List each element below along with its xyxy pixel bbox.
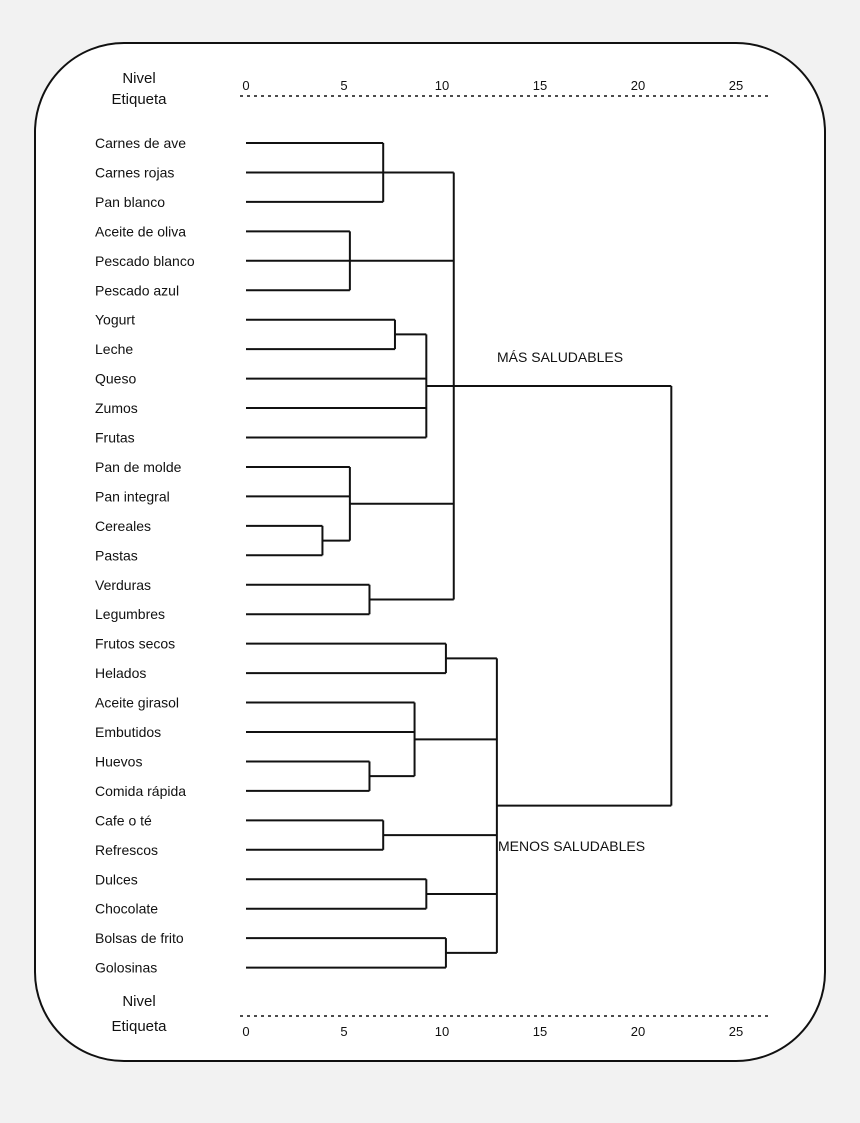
- leaf-label: Legumbres: [95, 606, 165, 622]
- group-label-bottom: MENOS SALUDABLES: [498, 838, 645, 854]
- leaf-label: Pan blanco: [95, 194, 165, 210]
- header-etiqueta-bottom: Etiqueta: [111, 1018, 167, 1035]
- top-tick-label: 5: [340, 78, 347, 93]
- top-axis-ticks: 0 5 10 15 20 25: [242, 78, 743, 93]
- leaf-label: Frutas: [95, 430, 135, 446]
- bottom-tick-label: 0: [242, 1024, 249, 1039]
- leaf-label: Frutos secos: [95, 636, 175, 652]
- leaf-label: Comida rápida: [95, 783, 186, 799]
- leaf-label: Embutidos: [95, 724, 161, 740]
- top-tick-label: 0: [242, 78, 249, 93]
- leaf-label: Queso: [95, 371, 136, 387]
- top-tick-label: 20: [631, 78, 645, 93]
- leaf-label: Verduras: [95, 577, 151, 593]
- header-nivel-top: Nivel: [122, 70, 155, 87]
- leaf-label: Pastas: [95, 547, 138, 563]
- top-tick-label: 25: [729, 78, 743, 93]
- leaf-labels: Carnes de ave Carnes rojas Pan blanco Aceit…: [95, 135, 195, 976]
- leaf-label: Dulces: [95, 871, 138, 887]
- leaf-label: Cafe o té: [95, 812, 152, 828]
- leaf-label: Pan de molde: [95, 459, 182, 475]
- leaf-label: Pescado blanco: [95, 253, 195, 269]
- leaf-label: Pescado azul: [95, 282, 179, 298]
- leaf-label: Bolsas de frito: [95, 930, 184, 946]
- bottom-tick-label: 5: [340, 1024, 347, 1039]
- leaf-label: Huevos: [95, 753, 142, 769]
- leaf-label: Leche: [95, 341, 133, 357]
- leaf-label: Carnes rojas: [95, 164, 174, 180]
- leaf-label: Cereales: [95, 518, 151, 534]
- leaf-label: Aceite de oliva: [95, 223, 186, 239]
- leaf-label: Pan integral: [95, 488, 170, 504]
- header-nivel-bottom: Nivel: [122, 993, 155, 1010]
- group-label-top: MÁS SALUDABLES: [497, 349, 623, 365]
- dendrogram-frame: [34, 42, 826, 1062]
- top-tick-label: 10: [435, 78, 449, 93]
- leaf-label: Golosinas: [95, 960, 157, 976]
- leaf-label: Zumos: [95, 400, 138, 416]
- bottom-axis-ticks: 0 5 10 15 20 25: [242, 1024, 743, 1039]
- bottom-tick-label: 25: [729, 1024, 743, 1039]
- bottom-tick-label: 10: [435, 1024, 449, 1039]
- leaf-label: Refrescos: [95, 842, 158, 858]
- top-tick-label: 15: [533, 78, 547, 93]
- leaf-label: Yogurt: [95, 312, 135, 328]
- leaf-label: Helados: [95, 665, 146, 681]
- leaf-label: Aceite girasol: [95, 695, 179, 711]
- header-etiqueta-top: Etiqueta: [111, 91, 167, 108]
- dendrogram-tree: [246, 142, 673, 969]
- bottom-tick-label: 15: [533, 1024, 547, 1039]
- leaf-label: Carnes de ave: [95, 135, 186, 151]
- bottom-tick-label: 20: [631, 1024, 645, 1039]
- leaf-label: Chocolate: [95, 901, 158, 917]
